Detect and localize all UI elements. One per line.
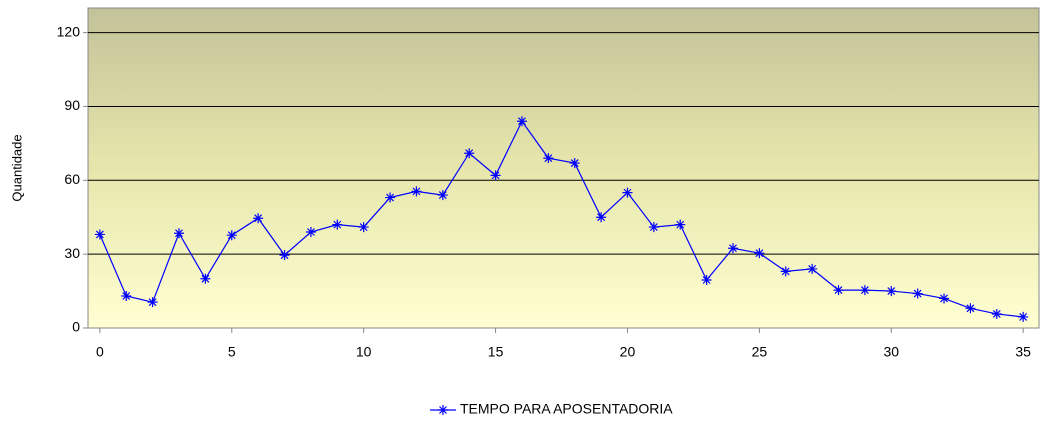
legend-label: TEMPO PARA APOSENTADORIA <box>460 401 673 417</box>
y-tick-label: 0 <box>72 319 80 335</box>
x-tick-label: 15 <box>488 344 504 360</box>
point-marker <box>411 186 422 197</box>
point-marker <box>437 190 448 201</box>
point-marker <box>226 230 237 241</box>
point-marker <box>807 263 818 274</box>
point-marker <box>675 219 686 230</box>
point-marker <box>622 187 633 198</box>
x-tick-label: 20 <box>620 344 636 360</box>
point-marker <box>754 248 765 259</box>
point-marker <box>147 297 158 308</box>
x-tick-label: 25 <box>752 344 768 360</box>
point-marker <box>965 303 976 314</box>
y-tick-label: 120 <box>57 23 81 39</box>
y-tick-label: 60 <box>64 171 80 187</box>
point-marker <box>253 213 264 224</box>
point-marker <box>1018 311 1029 322</box>
point-marker <box>121 291 132 301</box>
x-tick-label: 0 <box>96 344 104 360</box>
point-marker <box>516 116 527 127</box>
point-marker <box>200 273 211 284</box>
point-marker <box>939 293 950 304</box>
point-marker <box>727 243 738 254</box>
point-marker <box>569 158 580 169</box>
point-marker <box>991 308 1002 319</box>
point-marker <box>648 222 659 233</box>
point-marker <box>833 285 844 296</box>
point-marker <box>780 266 791 277</box>
point-marker <box>912 288 923 299</box>
point-marker <box>596 212 607 223</box>
point-marker <box>859 285 870 296</box>
point-marker <box>464 148 475 159</box>
x-tick-label: 30 <box>883 344 899 360</box>
point-marker <box>490 170 501 181</box>
point-marker <box>332 219 343 230</box>
x-tick-label: 5 <box>228 344 236 360</box>
point-marker <box>886 286 897 297</box>
x-tick-label: 10 <box>356 344 372 360</box>
point-marker <box>305 227 316 237</box>
legend-marker <box>438 405 448 415</box>
plot-area <box>87 7 1040 329</box>
point-marker <box>385 192 396 203</box>
point-marker <box>174 228 185 239</box>
point-marker <box>358 222 369 233</box>
point-marker <box>701 275 712 285</box>
point-marker <box>94 229 105 240</box>
y-axis-label: Quantidade <box>9 134 24 201</box>
y-tick-label: 30 <box>64 245 80 261</box>
point-marker <box>279 250 290 261</box>
y-tick-label: 90 <box>64 97 80 113</box>
x-tick-label: 35 <box>1015 344 1031 360</box>
point-marker <box>543 153 554 164</box>
